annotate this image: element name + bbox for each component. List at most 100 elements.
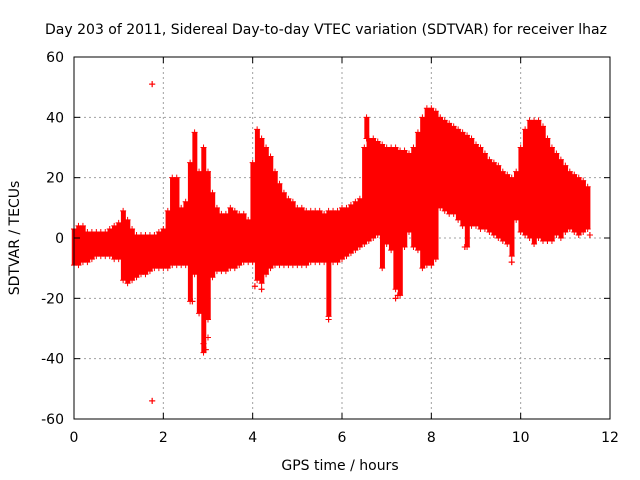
data-band — [263, 147, 269, 275]
data-point — [124, 216, 131, 223]
data-band — [429, 108, 435, 266]
data-point — [316, 207, 323, 214]
data-point — [249, 159, 256, 166]
data-point — [352, 198, 359, 205]
data-band — [366, 138, 372, 242]
data-band — [174, 177, 180, 266]
data-point — [200, 340, 207, 347]
data-band — [223, 213, 229, 272]
data-band — [214, 207, 220, 272]
data-point — [88, 256, 95, 263]
data-point — [499, 238, 506, 245]
y-tick-label: -40 — [41, 352, 64, 368]
data-point — [209, 274, 216, 281]
data-point — [461, 244, 468, 251]
data-band — [237, 213, 242, 266]
data-point — [236, 262, 243, 269]
data-point — [263, 271, 270, 278]
data-point — [222, 210, 229, 217]
data-point — [205, 316, 211, 323]
data-band — [527, 120, 533, 238]
data-point — [258, 135, 265, 142]
data-point — [495, 162, 502, 169]
data-point — [584, 183, 591, 190]
data-band — [505, 174, 510, 245]
data-point — [334, 259, 341, 266]
data-point — [446, 120, 453, 127]
y-tick-label: -20 — [41, 291, 64, 307]
data-band — [183, 201, 189, 266]
data-point — [200, 144, 207, 151]
data-band — [371, 138, 376, 238]
data-point — [522, 126, 529, 133]
data-band — [205, 171, 211, 320]
data-point — [566, 225, 573, 232]
data-point — [517, 228, 524, 235]
data-band — [424, 108, 430, 266]
data-point — [401, 147, 408, 154]
data-point — [432, 256, 439, 263]
data-point — [450, 123, 457, 130]
data-band — [518, 147, 524, 232]
data-point — [84, 259, 91, 266]
data-band — [411, 147, 417, 248]
data-band — [134, 234, 140, 278]
data-point — [102, 228, 109, 235]
data-point — [392, 286, 399, 293]
data-point — [490, 231, 497, 238]
data-point — [363, 135, 370, 142]
data-band — [438, 117, 443, 208]
data-band — [364, 117, 370, 139]
data-point — [455, 126, 462, 133]
data-point — [392, 144, 399, 151]
data-point — [535, 117, 542, 124]
data-point — [513, 168, 520, 175]
data-band — [111, 225, 117, 260]
data-point — [160, 225, 167, 232]
data-point — [437, 204, 444, 211]
data-band — [232, 210, 238, 269]
data-point — [205, 168, 211, 175]
data-band — [509, 177, 515, 257]
data-point — [189, 298, 196, 305]
data-point — [213, 204, 220, 211]
data-point — [504, 171, 511, 178]
data-band — [487, 159, 493, 232]
data-band — [567, 171, 573, 229]
data-band — [120, 210, 126, 281]
data-point — [459, 129, 466, 136]
data-band — [196, 171, 202, 314]
data-band — [321, 213, 327, 263]
data-band — [219, 213, 225, 272]
data-band — [268, 156, 274, 269]
data-band — [406, 153, 412, 232]
data-point — [75, 262, 82, 269]
data-band — [473, 144, 479, 226]
data-point — [276, 180, 283, 187]
data-band — [585, 186, 591, 229]
data-point — [343, 253, 350, 260]
data-point — [227, 204, 234, 211]
data-point — [544, 135, 551, 142]
data-band — [554, 153, 560, 235]
data-band — [89, 231, 95, 260]
data-band — [531, 120, 537, 245]
data-band — [317, 210, 323, 263]
data-point — [254, 126, 261, 133]
data-point — [79, 222, 86, 229]
y-tick-label: -60 — [41, 412, 64, 428]
data-point — [155, 228, 162, 235]
data-band — [563, 165, 569, 232]
data-point — [504, 241, 511, 248]
data-point — [379, 141, 386, 148]
data-band — [308, 210, 314, 263]
data-point — [191, 271, 198, 278]
data-point — [347, 201, 354, 208]
data-point — [164, 207, 171, 214]
data-band — [103, 231, 108, 257]
data-point — [557, 156, 564, 163]
data-band — [254, 129, 260, 281]
chart-title: Day 203 of 2011, Sidereal Day-to-day VTE… — [45, 22, 607, 38]
y-tick-label: 60 — [46, 50, 64, 66]
